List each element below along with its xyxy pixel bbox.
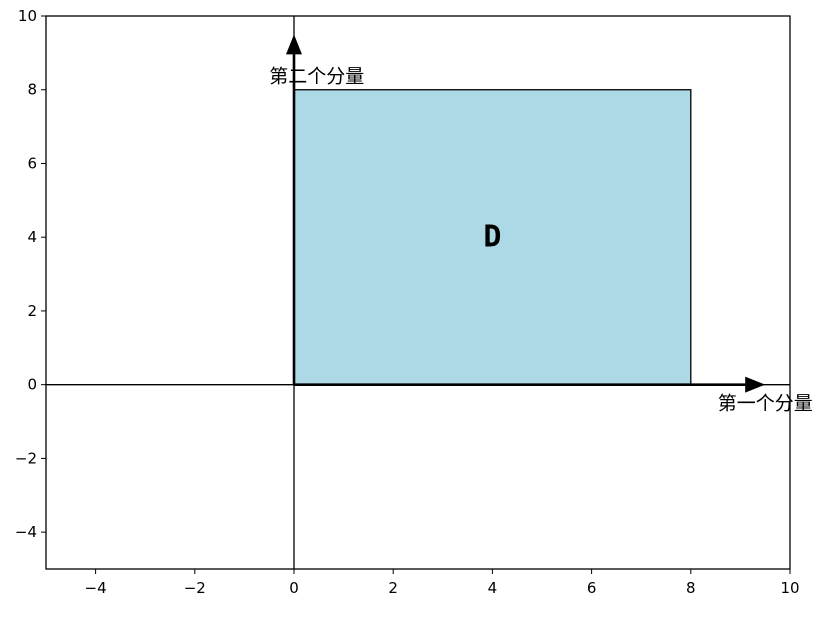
x-tick-label: −2 bbox=[184, 579, 206, 597]
vector-arrowhead-2 bbox=[286, 34, 302, 55]
x-tick-label: 10 bbox=[780, 579, 799, 597]
x-tick-label: −4 bbox=[85, 579, 107, 597]
region-label: D bbox=[483, 220, 501, 255]
region-d bbox=[293, 89, 692, 386]
x-tick-label: 0 bbox=[289, 579, 299, 597]
vector-label-1: 第一个分量 bbox=[718, 392, 813, 414]
x-tick-label: 8 bbox=[686, 579, 696, 597]
x-tick-label: 6 bbox=[587, 579, 597, 597]
vector-arrowhead-1 bbox=[745, 376, 766, 393]
y-tick-label: 10 bbox=[18, 7, 37, 25]
y-tick-label: 6 bbox=[27, 154, 37, 172]
plot-frame bbox=[45, 15, 791, 570]
y-tick-label: 4 bbox=[27, 228, 37, 246]
y-tick-label: 2 bbox=[27, 302, 37, 320]
y-tick-label: 0 bbox=[27, 376, 37, 394]
y-tick-label: −2 bbox=[15, 449, 37, 467]
x-tick-label: 4 bbox=[488, 579, 498, 597]
x-tick-label: 2 bbox=[388, 579, 398, 597]
y-tick-label: 8 bbox=[27, 81, 37, 99]
y-tick-label: −4 bbox=[15, 523, 37, 541]
vector-label-2: 第二个分量 bbox=[269, 65, 364, 87]
